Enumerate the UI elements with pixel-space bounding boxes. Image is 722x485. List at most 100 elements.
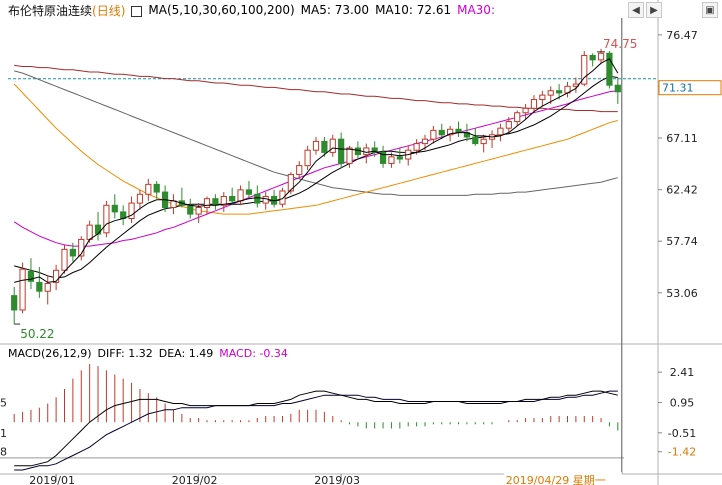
- ma30-value: MA30:: [457, 3, 495, 17]
- candle-body[interactable]: [388, 156, 395, 164]
- candle-body[interactable]: [354, 147, 362, 156]
- price-axis-label: 53.06: [666, 287, 698, 300]
- macd-diff: DIFF: 1.32: [97, 346, 153, 360]
- candle-body[interactable]: [153, 183, 160, 193]
- candle-body[interactable]: [296, 165, 303, 175]
- next-arrow-icon[interactable]: ▶: [646, 2, 662, 18]
- high-annotation: 74.75: [603, 37, 637, 51]
- candle-body[interactable]: [136, 193, 144, 204]
- candle-body[interactable]: [61, 248, 68, 271]
- ma5-line: [14, 58, 619, 283]
- candle-body[interactable]: [36, 281, 43, 292]
- candle-body[interactable]: [195, 206, 202, 215]
- candle-body[interactable]: [413, 143, 420, 151]
- chart-header: 布伦特原油连续 (日线) MA(5,10,30,60,100,200) MA5:…: [8, 1, 501, 19]
- candle-body[interactable]: [539, 94, 546, 101]
- candle-body[interactable]: [371, 147, 378, 153]
- candle-body[interactable]: [69, 248, 76, 257]
- candle-body[interactable]: [497, 127, 504, 136]
- candle-body[interactable]: [254, 193, 261, 204]
- candle-body[interactable]: [145, 183, 152, 195]
- candle-body[interactable]: [505, 121, 512, 129]
- candle-body[interactable]: [237, 189, 244, 202]
- candle-body[interactable]: [212, 198, 219, 206]
- candle-body[interactable]: [94, 224, 102, 235]
- candle-body[interactable]: [187, 204, 194, 215]
- candle-body[interactable]: [589, 54, 596, 61]
- candle-body[interactable]: [11, 295, 18, 311]
- candle-body[interactable]: [78, 238, 85, 257]
- left-axis-label: 8: [0, 446, 7, 459]
- current-price-tag: [658, 80, 722, 96]
- period-label[interactable]: (日线): [92, 3, 126, 18]
- macd-axis-label: -1.42: [668, 446, 696, 459]
- macd-axis-label: 2.41: [670, 366, 695, 379]
- candle-body[interactable]: [86, 224, 93, 240]
- macd-value: MACD: -0.34: [219, 346, 288, 360]
- candle-body[interactable]: [53, 269, 60, 283]
- candle-body[interactable]: [438, 129, 445, 136]
- candle-body[interactable]: [103, 204, 110, 234]
- ma-params[interactable]: MA(5,10,30,60,100,200): [148, 3, 295, 17]
- candle-body[interactable]: [203, 198, 211, 208]
- left-axis-label: 1: [0, 427, 7, 440]
- candle-body[interactable]: [522, 107, 529, 114]
- candle-body[interactable]: [614, 84, 621, 93]
- ma60-line: [13, 83, 618, 215]
- candle-body[interactable]: [514, 112, 521, 123]
- candle-body[interactable]: [304, 149, 311, 167]
- instrument-title: 布伦特原油连续: [8, 3, 93, 18]
- diff-line: [14, 390, 618, 467]
- expand-icon[interactable]: ▣: [702, 2, 718, 18]
- candle-body[interactable]: [430, 129, 437, 140]
- candle-body[interactable]: [530, 99, 538, 109]
- candle-body[interactable]: [19, 268, 26, 311]
- candle-body[interactable]: [245, 189, 253, 195]
- indicator-toggle-icon[interactable]: [131, 5, 143, 17]
- cursor-date-label: 2019/04/29 星期一: [506, 474, 606, 485]
- date-axis-label: 2019/01: [29, 474, 75, 485]
- price-axis-label: 76.47: [666, 29, 698, 42]
- cursor-date-bg: [503, 472, 622, 485]
- candle-body[interactable]: [312, 140, 320, 151]
- candle-body[interactable]: [581, 54, 588, 85]
- candle-body[interactable]: [556, 90, 563, 94]
- candle-body[interactable]: [455, 128, 462, 134]
- ma200-line: [14, 64, 618, 113]
- candle-body[interactable]: [346, 147, 353, 164]
- candle-body[interactable]: [44, 283, 51, 292]
- candle-body[interactable]: [128, 202, 135, 220]
- candle-body[interactable]: [379, 151, 387, 164]
- candle-body[interactable]: [363, 147, 370, 156]
- candle-body[interactable]: [447, 128, 454, 136]
- candle-body[interactable]: [472, 136, 479, 145]
- candle-body[interactable]: [597, 52, 605, 61]
- ma10-line: [14, 75, 618, 279]
- left-axis-label: 5: [0, 397, 7, 410]
- ma10-value: MA10: 72.61: [375, 3, 452, 17]
- candle-body[interactable]: [27, 270, 35, 282]
- candle-body[interactable]: [396, 156, 403, 160]
- candle-body[interactable]: [220, 195, 227, 206]
- candle-body[interactable]: [279, 190, 286, 205]
- candle-body[interactable]: [329, 138, 336, 153]
- candle-body[interactable]: [321, 140, 328, 153]
- candle-body[interactable]: [111, 204, 118, 213]
- candle-body[interactable]: [547, 90, 554, 96]
- ma100-line: [14, 70, 618, 196]
- price-axis-label: 57.74: [666, 235, 698, 248]
- candle-body[interactable]: [421, 138, 429, 145]
- macd-params[interactable]: MACD(26,12,9): [8, 346, 92, 360]
- candle-body[interactable]: [606, 52, 613, 86]
- price-axis-label: 67.11: [666, 132, 698, 145]
- candle-body[interactable]: [338, 138, 345, 164]
- prev-arrow-icon[interactable]: ◀: [628, 2, 644, 18]
- candle-body[interactable]: [287, 173, 294, 192]
- candle-body[interactable]: [262, 195, 269, 204]
- candle-body[interactable]: [229, 195, 236, 202]
- date-axis-label: 2019/03: [314, 474, 360, 485]
- candle-body[interactable]: [480, 138, 487, 145]
- ma5-value: MA5: 73.00: [300, 3, 370, 17]
- macd-axis-label: -0.51: [668, 427, 696, 440]
